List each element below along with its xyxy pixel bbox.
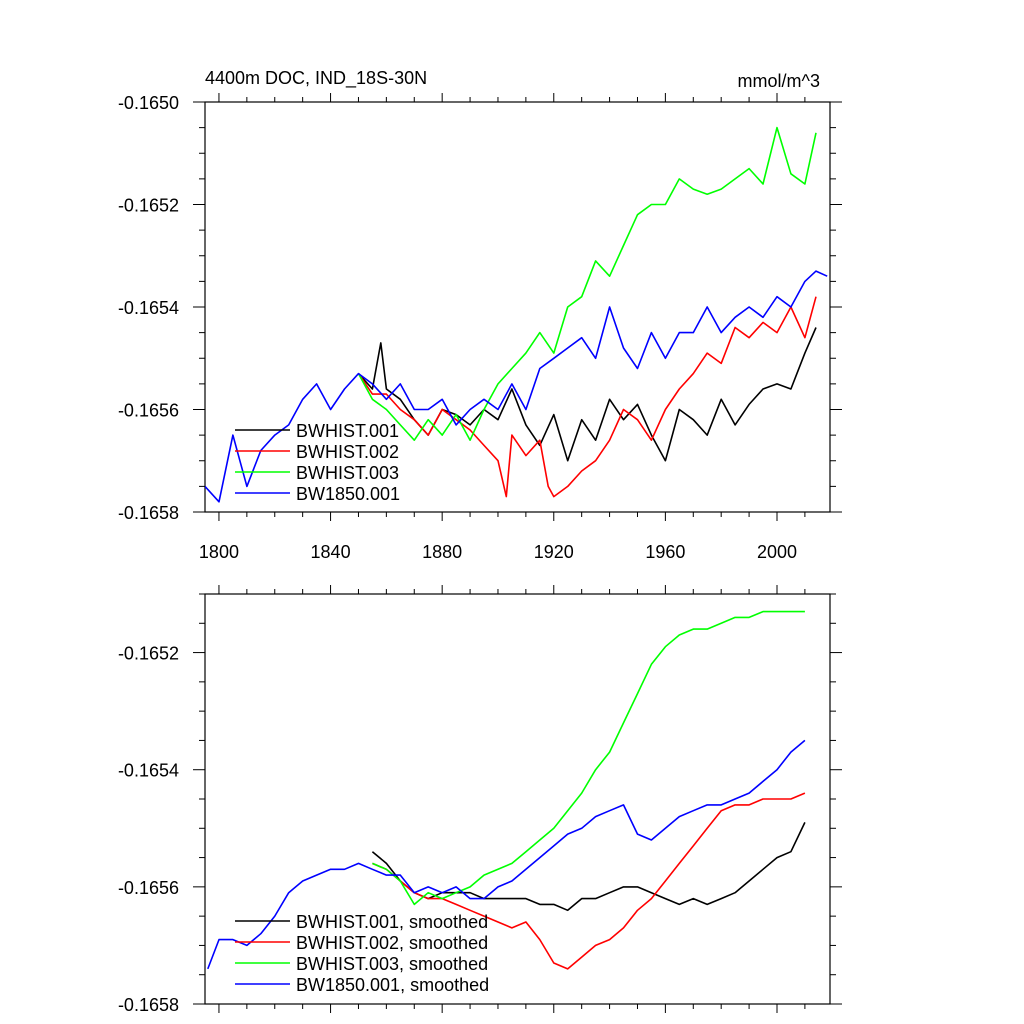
bottom-panel: -0.1652 -0.1654 -0.1656 -0.1658 BWHIST.001,… (118, 585, 842, 1015)
units-label: mmol/m^3 (738, 71, 820, 91)
panel-title: 4400m DOC, IND_18S-30N (205, 68, 427, 89)
legend-label: BWHIST.001, smoothed (296, 912, 488, 932)
legend-label: BWHIST.002 (296, 442, 399, 462)
x-tick-label: 1960 (645, 542, 685, 562)
series-line-2 (372, 792, 806, 970)
legend-label: BWHIST.003 (296, 463, 399, 483)
x-tick-label: 2000 (757, 542, 797, 562)
y-tick-label: -0.1650 (118, 93, 179, 113)
y-tick-label: -0.1654 (118, 761, 179, 781)
x-tick-label: 1920 (534, 542, 574, 562)
series-line-3 (357, 126, 817, 442)
x-tick-label: 1880 (422, 542, 462, 562)
x-tick-label: 1840 (311, 542, 351, 562)
y-tick-label: -0.1654 (118, 298, 179, 318)
y-tick-label: -0.1656 (118, 878, 179, 898)
top-panel: 4400m DOC, IND_18S-30N mmol/m^3 1800 1840… (118, 68, 842, 562)
series-line-4 (207, 739, 806, 970)
y-tick-label: -0.1652 (118, 644, 179, 664)
x-tick-label: 1800 (199, 542, 239, 562)
legend-label: BW1850.001 (296, 484, 400, 504)
y-tick-label: -0.1656 (118, 401, 179, 421)
y-tick-label: -0.1652 (118, 196, 179, 216)
y-tick-label: -0.1658 (118, 503, 179, 523)
y-tick-label: -0.1658 (118, 995, 179, 1015)
legend-label: BW1850.001, smoothed (296, 975, 489, 995)
series-line-2 (357, 296, 817, 498)
legend-label: BWHIST.001 (296, 421, 399, 441)
series-line-1 (371, 822, 806, 912)
series-line-3 (372, 610, 805, 906)
legend-label: BWHIST.003, smoothed (296, 954, 488, 974)
series-line-4 (205, 270, 828, 503)
legend-label: BWHIST.002, smoothed (296, 933, 488, 953)
